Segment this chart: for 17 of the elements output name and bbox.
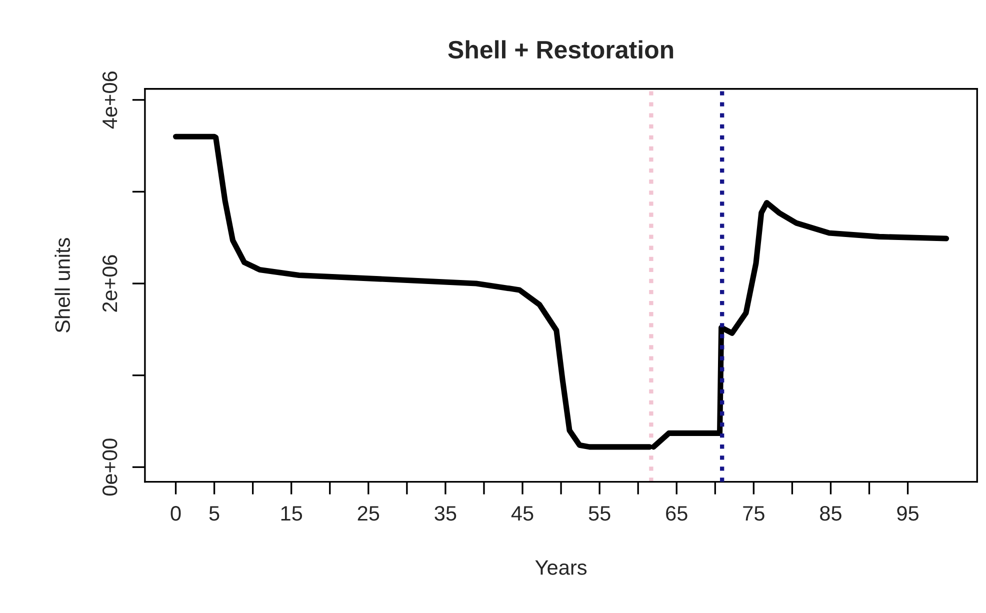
- x-tick-label: 65: [666, 506, 688, 521]
- x-tick-label: 55: [588, 506, 610, 521]
- x-tick-label: 5: [209, 506, 220, 521]
- y-tick-label: 2e+06: [102, 255, 118, 312]
- y-tick-label: 0e+00: [102, 438, 118, 496]
- x-tick-label: 95: [897, 506, 918, 521]
- x-tick-label: 0: [170, 506, 181, 521]
- chart-title: Shell + Restoration: [448, 40, 674, 59]
- x-tick-label: 15: [281, 506, 302, 521]
- x-tick-label: 45: [511, 506, 534, 521]
- y-tick-label: 4e+06: [102, 72, 118, 129]
- x-tick-label: 25: [358, 506, 380, 521]
- x-tick-label: 85: [820, 506, 842, 521]
- x-tick-label: 75: [743, 506, 764, 521]
- x-axis-title: Years: [535, 560, 587, 575]
- x-tick-label: 35: [434, 506, 456, 521]
- y-axis-title: Shell units: [54, 238, 70, 332]
